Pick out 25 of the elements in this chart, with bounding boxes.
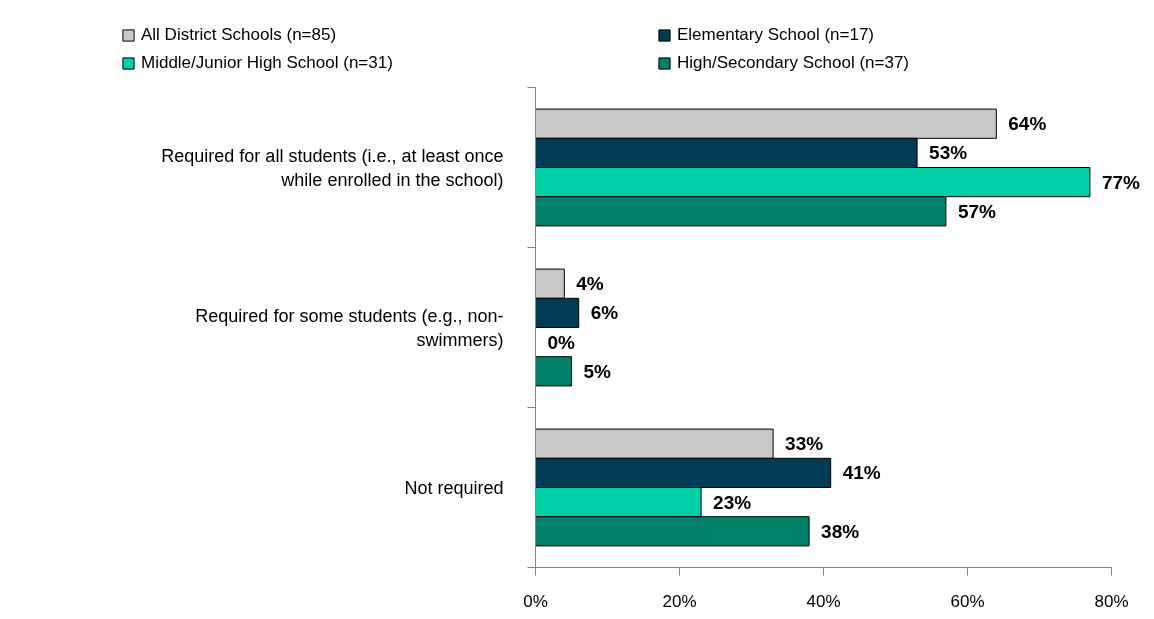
x-tick-label: 60%: [950, 591, 985, 611]
y-tick-label: Not required: [404, 477, 504, 498]
data-label: 4%: [576, 273, 604, 295]
data-label: 53%: [929, 142, 968, 164]
data-label: 33%: [785, 433, 824, 455]
legend-label: High/Secondary School (n=37): [677, 52, 910, 74]
data-label: 64%: [1008, 113, 1047, 135]
y-tick-label: Required for some students (e.g., non-swimmers): [195, 305, 504, 350]
legend-label: Middle/Junior High School (n=31): [141, 52, 394, 74]
data-label: 23%: [713, 491, 752, 513]
data-label: 41%: [842, 462, 881, 484]
legend-label: Elementary School (n=17): [677, 24, 876, 46]
data-label: 6%: [590, 302, 619, 324]
x-tick-label: 80%: [1094, 591, 1129, 611]
x-tick-label: 0%: [523, 591, 548, 611]
x-tick-label: 20%: [662, 591, 697, 611]
data-label: 77%: [1101, 171, 1141, 193]
data-label: 38%: [821, 520, 860, 542]
data-label: 57%: [957, 200, 997, 222]
y-tick-label: Required for all students (i.e., at least once while enrolled in the school): [161, 145, 504, 190]
x-tick-label: 40%: [806, 591, 841, 611]
bar: [535, 356, 572, 387]
legend-label: All District Schools (n=85): [141, 24, 338, 46]
data-label: 5%: [583, 360, 612, 382]
data-label: 0%: [547, 331, 576, 353]
